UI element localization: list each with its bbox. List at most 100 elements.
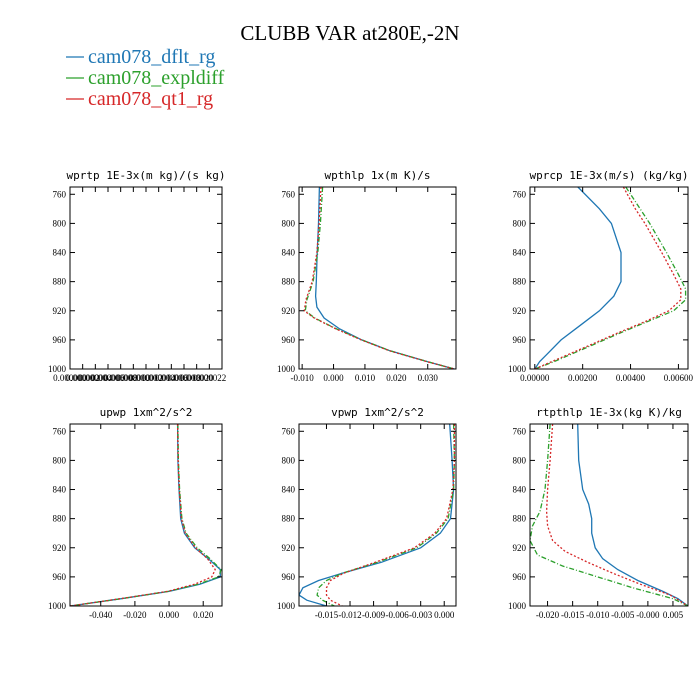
x-tick-label: -0.020 [123, 610, 147, 620]
y-tick-label: 960 [53, 572, 67, 582]
x-tick-label: 0.010 [355, 373, 376, 383]
x-tick-label: 0.005 [663, 610, 684, 620]
plot-frame [298, 186, 457, 370]
y-tick-label: 960 [513, 335, 527, 345]
x-tick-label: -0.005 [611, 610, 635, 620]
y-tick-label: 800 [282, 218, 296, 228]
y-tick-label: 920 [53, 543, 67, 553]
series-line-cam078_expldiff [530, 424, 688, 606]
series-group [70, 424, 222, 606]
plot-frame [529, 423, 689, 607]
y-tick-label: 960 [513, 572, 527, 582]
x-tick-label: 0.000012 [129, 373, 163, 383]
series-line-cam078_qt1_rg [303, 187, 455, 369]
y-tick-label: 920 [513, 543, 527, 553]
y-tick-label: 760 [513, 426, 527, 436]
plot-frame [69, 186, 223, 370]
panel-title: rtpthlp 1E-3x(kg K)/kg [536, 406, 682, 419]
x-tick-label: 0.00600 [664, 373, 694, 383]
series-line-cam078_qt1_rg [545, 424, 688, 606]
series-line-cam078_dflt_rg [314, 187, 455, 369]
series-line-cam078_expldiff [304, 187, 455, 369]
x-tick-label: -0.040 [89, 610, 113, 620]
plot-frame [298, 423, 457, 607]
x-tick-label: 0.000018 [167, 373, 201, 383]
y-tick-label: 760 [282, 189, 296, 199]
y-tick-label: 1000 [508, 364, 527, 374]
y-tick-label: 840 [282, 248, 296, 258]
panel-5: vpwp 1xm^2/s^2 760 800 840 880 920 960 1000 -0.0… [277, 406, 457, 620]
y-tick-label: 800 [513, 218, 527, 228]
x-tick-label: 0.000 [159, 610, 180, 620]
x-tick-label: 0.000 [323, 373, 344, 383]
x-tick-label: -0.003 [409, 610, 433, 620]
y-tick-label: 840 [513, 248, 527, 258]
x-tick-label: 0.00200 [568, 373, 598, 383]
series-line-cam078_dflt_rg [299, 424, 455, 606]
plot-frame [69, 423, 223, 607]
x-tick-label: 0.000002 [66, 373, 100, 383]
panel-3: wprcp 1E-3x(m/s) (kg/kg)760 800 840 880 920 9… [508, 169, 694, 383]
y-tick-label: 880 [513, 514, 527, 524]
x-tick-label: -0.009 [362, 610, 386, 620]
panel-title: wprtp 1E-3x(m kg)/(s kg) [67, 169, 226, 182]
y-tick-label: 880 [282, 277, 296, 287]
y-tick-label: 800 [53, 455, 67, 465]
y-tick-label: 760 [282, 426, 296, 436]
panel-title: wpthlp 1x(m K)/s [325, 169, 431, 182]
y-tick-label: 840 [53, 248, 67, 258]
legend-label-expldiff: cam078_expldiff [88, 67, 225, 89]
x-tick-label: 0.000004 [78, 373, 112, 383]
series-line-cam078_expldiff [534, 187, 687, 369]
y-tick-label: 960 [282, 572, 296, 582]
y-tick-label: 1000 [508, 601, 527, 611]
x-tick-label: 0.000000 [53, 373, 87, 383]
series-line-cam078_qt1_rg [534, 187, 682, 369]
y-tick-label: 960 [282, 335, 296, 345]
y-tick-label: 880 [513, 277, 527, 287]
y-tick-label: 920 [282, 306, 296, 316]
panel-4: upwp 1xm^2/s^2 760 800 840 880 920 960 1000 -0.0… [48, 406, 223, 620]
y-tick-label: 1000 [277, 601, 296, 611]
series-group [303, 187, 455, 369]
legend-label-dflt: cam078_dflt_rg [88, 46, 215, 68]
x-tick-label: 0.020 [386, 373, 407, 383]
x-tick-label: 0.000 [434, 610, 455, 620]
series-line-cam078_expldiff [70, 424, 222, 606]
series-line-cam078_dflt_rg [534, 187, 622, 369]
series-group [534, 187, 687, 369]
x-tick-label: 0.000016 [154, 373, 188, 383]
x-tick-label: 0.00000 [520, 373, 550, 383]
figure-title: CLUBB VAR at280E,-2N [240, 21, 459, 45]
y-tick-label: 960 [53, 335, 67, 345]
x-tick-label: 0.020 [193, 610, 214, 620]
y-tick-label: 840 [282, 485, 296, 495]
y-tick-label: 1000 [48, 364, 67, 374]
y-tick-label: 760 [53, 189, 67, 199]
x-tick-label: 0.000006 [91, 373, 125, 383]
x-tick-label: -0.006 [386, 610, 410, 620]
panel-title: wprcp 1E-3x(m/s) (kg/kg) [530, 169, 689, 182]
x-tick-label: 0.030 [418, 373, 439, 383]
x-tick-label: -0.015 [561, 610, 585, 620]
y-tick-label: 1000 [48, 601, 67, 611]
series-line-cam078_expldiff [316, 424, 456, 606]
x-tick-label: -0.015 [315, 610, 339, 620]
panel-1: wprtp 1E-3x(m kg)/(s kg)760 800 840 880 920 9… [48, 169, 226, 383]
x-tick-label: 0.000008 [104, 373, 138, 383]
x-tick-label: -0.020 [536, 610, 560, 620]
x-tick-label: -0.010 [291, 373, 315, 383]
panel-title: upwp 1xm^2/s^2 [100, 406, 193, 419]
y-tick-label: 760 [53, 426, 67, 436]
y-tick-label: 800 [513, 455, 527, 465]
panels: wprtp 1E-3x(m kg)/(s kg)7608008408809209… [48, 169, 694, 620]
y-tick-label: 800 [53, 218, 67, 228]
y-tick-label: 1000 [277, 364, 296, 374]
y-tick-label: 920 [513, 306, 527, 316]
series-line-cam078_qt1_rg [70, 424, 216, 606]
legend-label-qt1: cam078_qt1_rg [88, 88, 213, 110]
panel-title: vpwp 1xm^2/s^2 [331, 406, 424, 419]
series-group [299, 424, 456, 606]
x-tick-label: -0.012 [338, 610, 361, 620]
y-tick-label: 840 [53, 485, 67, 495]
